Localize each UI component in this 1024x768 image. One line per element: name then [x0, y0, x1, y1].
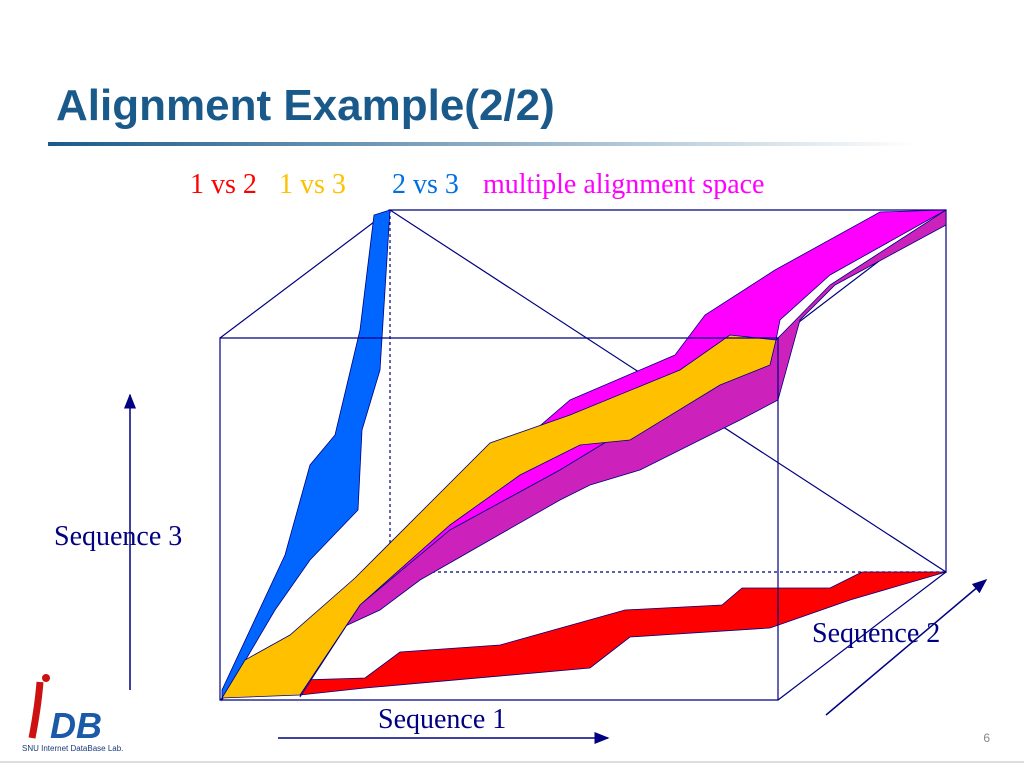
- logo-name: SNU Internet DataBase Lab.: [22, 744, 123, 753]
- logo-mark: DB: [50, 705, 102, 746]
- ribbon-1-vs-2: [299, 571, 947, 696]
- ribbon-multiple-side: [299, 209, 947, 698]
- title-underline: [48, 142, 918, 146]
- ribbon-1-vs-3: [221, 334, 777, 699]
- axis-label: Sequence 3: [54, 521, 182, 552]
- axis-label: Sequence 1: [378, 704, 506, 735]
- slide-title: Alignment Example(2/2): [56, 81, 555, 130]
- legend-item: 1 vs 2: [190, 169, 257, 200]
- legend-item: 1 vs 3: [279, 169, 346, 200]
- ribbon-2-vs-3: [221, 209, 391, 702]
- cube: [219, 209, 947, 701]
- legend: 1 vs 2 1 vs 3 2 vs 3 multiple alignment …: [190, 169, 764, 200]
- page-number: 6: [983, 731, 990, 745]
- logo-dot: [42, 674, 50, 682]
- cube-front: [219, 337, 779, 701]
- axis-label: Sequence 2: [812, 618, 940, 649]
- logo: DB SNU Internet DataBase Lab.: [22, 674, 123, 753]
- axis-arrows: [124, 393, 988, 744]
- legend-item: multiple alignment space: [483, 169, 764, 200]
- legend-item: 2 vs 3: [392, 169, 459, 200]
- logo-i: [28, 681, 44, 739]
